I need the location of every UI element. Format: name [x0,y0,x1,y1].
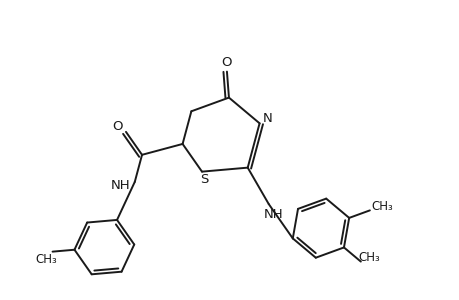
Text: O: O [112,120,123,134]
Text: CH₃: CH₃ [357,251,379,264]
Text: CH₃: CH₃ [370,200,392,213]
Text: NH: NH [263,208,283,220]
Text: CH₃: CH₃ [36,253,57,266]
Text: S: S [199,173,208,186]
Text: O: O [221,56,232,69]
Text: NH: NH [111,179,130,192]
Text: N: N [262,112,272,125]
